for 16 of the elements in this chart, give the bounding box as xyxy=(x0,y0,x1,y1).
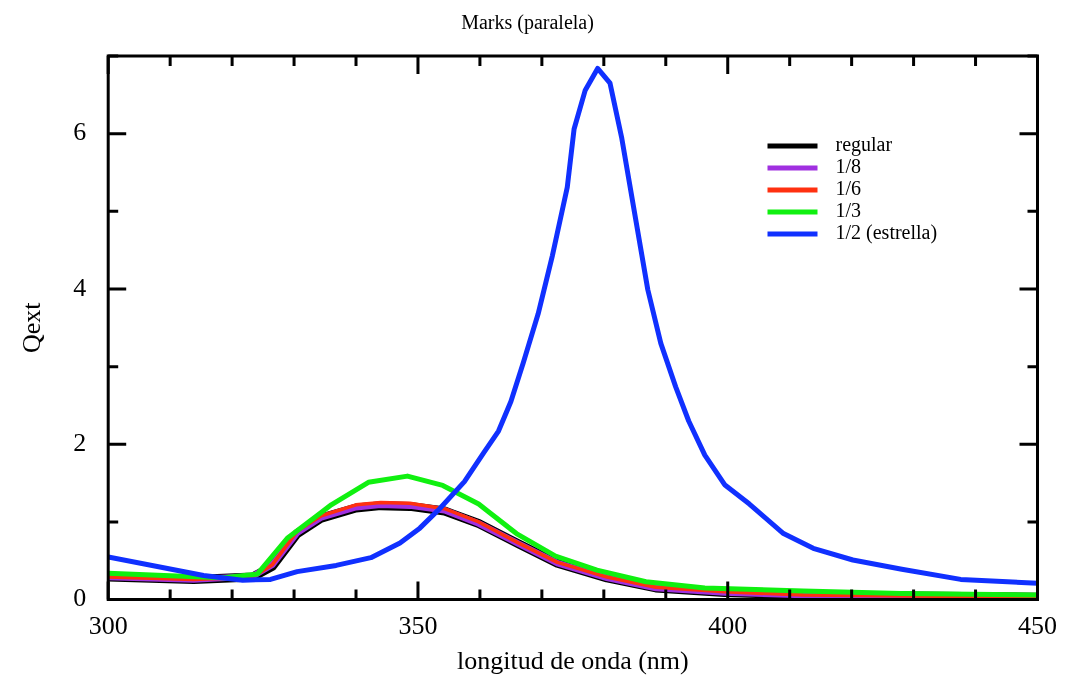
x-axis-title: longitud de onda (nm) xyxy=(456,646,689,676)
x-tick-label: 350 xyxy=(398,611,438,641)
y-tick-label: 4 xyxy=(73,272,87,302)
y-axis-title: Qext xyxy=(17,301,47,354)
legend-label: 1/6 xyxy=(835,177,862,200)
x-tick-label: 300 xyxy=(88,611,128,641)
y-tick-label: 6 xyxy=(73,117,87,147)
legend-label: 1/2 (estrella) xyxy=(835,221,938,245)
y-tick-label: 2 xyxy=(73,428,87,458)
chart-title: Marks (paralela) xyxy=(461,11,594,35)
x-tick-label: 400 xyxy=(708,611,748,641)
legend-label: regular xyxy=(835,133,893,157)
x-tick-label: 450 xyxy=(1018,611,1057,641)
legend-label: 1/8 xyxy=(835,155,862,178)
legend-label: 1/3 xyxy=(835,199,862,222)
y-tick-label: 0 xyxy=(73,583,87,613)
